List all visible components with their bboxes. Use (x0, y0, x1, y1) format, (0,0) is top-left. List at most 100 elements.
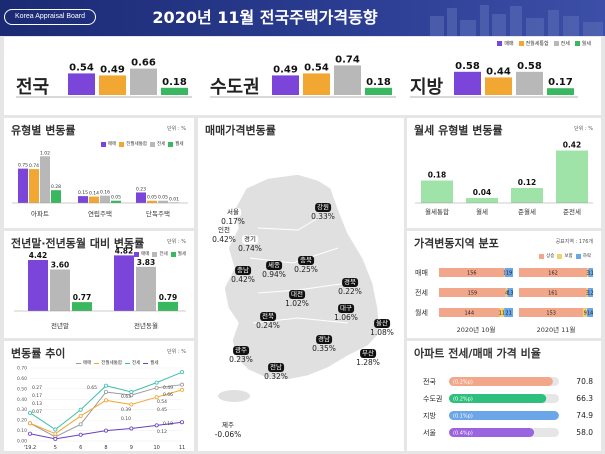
legend-swatch (557, 253, 563, 259)
region-name: 경기 (242, 235, 258, 244)
ratio-bar (449, 394, 547, 403)
korea-map (218, 173, 381, 402)
ratio-bar (449, 377, 553, 386)
distribution-value-label: 144 (464, 311, 474, 317)
legend-swatch (101, 141, 106, 147)
trend-point (53, 436, 58, 441)
summary-region-label: 전국 (16, 77, 49, 98)
region-value: 0.22% (338, 287, 362, 296)
trend-point-label: 0.27 (32, 385, 42, 391)
legend-swatch (124, 362, 130, 364)
region-name: 울산 (374, 319, 390, 328)
trend-ytick: 0.30 (17, 407, 27, 413)
yearend-bar (72, 302, 92, 311)
trend-point (154, 423, 159, 428)
legend-swatch (94, 362, 100, 364)
distribution-segment (439, 308, 500, 317)
trend-point-label: 0.45 (157, 407, 167, 413)
legend-label: 월세 (177, 252, 186, 257)
distribution-value-label: 1 (503, 271, 506, 277)
distribution-segment (519, 268, 588, 277)
summary-bar (334, 65, 361, 95)
legend-swatch (143, 362, 149, 364)
legend-label: 매매 (504, 41, 514, 47)
summary-value-label: 0.74 (335, 54, 360, 65)
trend-xtick: 11 (179, 445, 185, 451)
type-value-label: 0.15 (78, 190, 88, 196)
distribution-segment (439, 268, 505, 277)
trend-point (179, 387, 184, 392)
ratio-delta-label: (0.2%p) (453, 397, 473, 403)
region-value: 1.28% (356, 358, 380, 367)
ratio-delta-label: (0.4%p) (453, 431, 473, 437)
distribution-value-label: 3 (586, 271, 589, 277)
region-value: 0.25% (294, 265, 318, 274)
distribution-segment (519, 308, 584, 317)
summary-bar (161, 87, 188, 95)
ratio-value-label: 66.3 (576, 394, 593, 403)
region-name: 서울 (225, 208, 241, 217)
distribution-value-label: 11 (499, 311, 505, 317)
region-value: 0.33% (311, 212, 335, 221)
region-value: 0.17% (221, 217, 245, 226)
monthly-category-label: 준전세 (563, 207, 581, 216)
summary-panel: 매매 전월세통합 전세 월세 전국 0.54 0.49 0.66 0.18 수도권 0.49… (4, 37, 601, 115)
trend-chart: 0.00 0.10 0.20 0.30 0.40 0.50 0.60 0.70 '19.2 5 6 8… (17, 366, 185, 452)
region-name: 전남 (268, 363, 284, 372)
trend-point (27, 431, 32, 436)
map-region-label: 부산 1.28% (356, 348, 380, 367)
skyline-building (447, 8, 457, 36)
yearend-bar (136, 266, 156, 311)
trend-point-label: 0.66 (163, 392, 173, 398)
region-value: 1.08% (370, 328, 394, 337)
panel-title: 매매가격변동률 (205, 124, 276, 137)
trend-point (53, 427, 58, 432)
distribution-segment (504, 308, 513, 317)
peninsula-shape (223, 173, 381, 381)
summary-bar (454, 71, 481, 95)
yearend-value-label: 3.60 (51, 260, 70, 269)
summary-value-label: 0.54 (69, 62, 94, 73)
distribution-legend: 상승 보합 하락 (539, 253, 591, 259)
distribution-segment (586, 288, 588, 297)
distribution-column-label: 2020년 10월 (457, 325, 496, 334)
trend-point (104, 428, 109, 433)
region-name: 인천 (216, 226, 232, 235)
type-value-label: 0.16 (100, 190, 110, 196)
trend-point-label: 0.07 (32, 409, 42, 415)
trend-point (179, 370, 184, 375)
summary-value-label: 0.54 (304, 62, 329, 73)
distribution-segment (588, 268, 593, 277)
monthly-chart: 0.18 월세통합 0.04 월세 0.12 준월세 0.42 준전세 (415, 141, 593, 216)
region-name: 광주 (233, 346, 249, 355)
ratio-value-label: 70.8 (576, 377, 593, 386)
type-bar (100, 195, 110, 203)
region-name: 세종 (266, 261, 282, 270)
summary-value-label: 0.66 (131, 58, 156, 69)
region-value: 0.42% (212, 235, 236, 244)
map-region-label: 경남 0.35% (312, 334, 336, 353)
page-title: 2020년 11월 전국주택가격동향 (152, 8, 378, 27)
panel-title: 가격변동지역 분포 (414, 237, 499, 250)
distribution-column-label: 2020년 11월 (537, 325, 576, 334)
trend-point (129, 426, 134, 431)
trend-panel: 변동률 추이 단위 : % 매매 전월세통합 전세 월세 0.00 0.10 0.2… (4, 341, 194, 451)
yearend-bar (114, 255, 134, 311)
trend-point (78, 407, 83, 412)
map-region-label: 충남 0.42% (231, 265, 255, 284)
summary-bar (130, 68, 157, 95)
trend-point (179, 420, 184, 425)
monthly-panel: 월세 유형별 변동률 단위 : % 0.18 월세통합 0.04 월세 0.12 준월세 0… (407, 118, 601, 228)
trend-xtick: 6 (79, 445, 82, 451)
distribution-segment (587, 308, 593, 317)
trend-point-label: 0.18 (163, 421, 173, 427)
legend-label: 매매 (83, 361, 92, 366)
yearend-value-label: 4.42 (29, 251, 48, 260)
distribution-value-label: 161 (548, 291, 558, 297)
yearend-legend: 매매 전세 월세 (134, 251, 186, 257)
map-region-label: 전남 0.32% (264, 362, 288, 381)
type-value-label: 0.01 (169, 197, 179, 203)
map-region-label: 광주 0.23% (229, 345, 253, 364)
trend-point (179, 382, 184, 387)
region-name: 충남 (235, 266, 251, 275)
